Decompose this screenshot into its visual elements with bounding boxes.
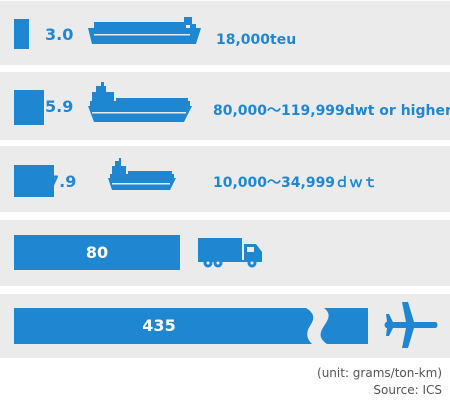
- value-label-4: 80: [14, 245, 180, 261]
- caption-2: 80,000～119,999dwt or higher: [213, 104, 450, 118]
- value-label-1: 3.0: [45, 27, 73, 43]
- value-label-2: 5.9: [45, 99, 73, 115]
- unit-note: (unit: grams/ton-km): [317, 366, 442, 381]
- caption-3: 10,000～34,999ｄｗｔ: [213, 176, 377, 190]
- tanker-ship-icon: [88, 82, 192, 124]
- value-label-3: 7.9: [48, 174, 76, 190]
- truck-icon: [198, 236, 264, 268]
- airplane-icon: [384, 300, 438, 350]
- caption-1: 18,000teu: [216, 33, 296, 47]
- source-note: Source: ICS: [373, 383, 442, 398]
- bar-1: [14, 19, 29, 49]
- bar-2: [14, 90, 44, 125]
- value-label-5: 435: [14, 318, 304, 334]
- container-ship-icon: [88, 16, 203, 50]
- small-ship-icon: [108, 158, 176, 192]
